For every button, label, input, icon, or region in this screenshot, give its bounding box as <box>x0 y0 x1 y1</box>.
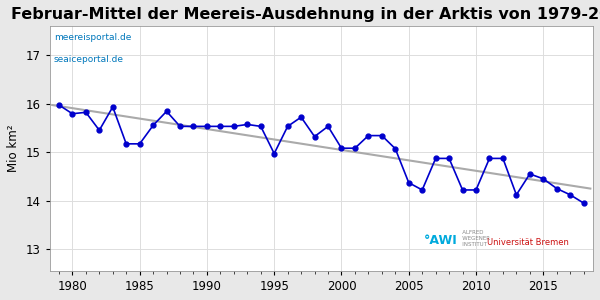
Y-axis label: Mio km²: Mio km² <box>7 125 20 172</box>
Title: Februar-Mittel der Meereis-Ausdehnung in der Arktis von 1979-2018: Februar-Mittel der Meereis-Ausdehnung in… <box>11 7 600 22</box>
Text: °AWI: °AWI <box>424 233 458 247</box>
Text: meereisportal.de: meereisportal.de <box>54 33 131 42</box>
Text: ALFRED
   WEGENER
   INSTITUT: ALFRED WEGENER INSTITUT <box>457 230 490 247</box>
Text: seaiceportal.de: seaiceportal.de <box>54 55 124 64</box>
Text: Universität Bremen: Universität Bremen <box>487 238 569 247</box>
